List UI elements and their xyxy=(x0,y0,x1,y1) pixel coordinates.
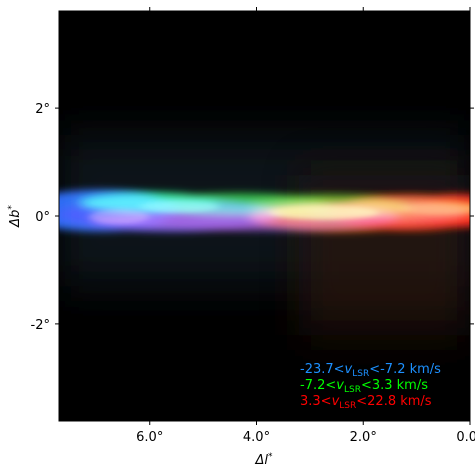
y-axis-ticks: 2° 0° -2° xyxy=(31,102,474,333)
y-tick-label: 0° xyxy=(35,210,50,225)
y-tick-label: -2° xyxy=(31,318,50,333)
emission-core xyxy=(89,200,470,225)
x-tick-label: 2.0° xyxy=(350,430,377,445)
legend-entry: 3.3<vLSR<22.8 km/s xyxy=(300,394,432,411)
y-tick-label: 2° xyxy=(35,102,50,117)
x-tick-label: 4.0° xyxy=(243,430,270,445)
legend: -23.7<vLSR<-7.2 km/s-7.2<vLSR<3.3 km/s3.… xyxy=(300,362,441,411)
x-tick-label: 6.0° xyxy=(136,430,163,445)
legend-entry: -23.7<vLSR<-7.2 km/s xyxy=(300,362,441,379)
x-axis-ticks: 6.0° 4.0° 2.0° 0.0° xyxy=(136,7,475,445)
emission-layers xyxy=(59,135,470,336)
x-axis-label: Δl* xyxy=(254,452,273,468)
legend-entry: -7.2<vLSR<3.3 km/s xyxy=(300,378,428,395)
y-axis-label: Δb* xyxy=(7,205,23,228)
x-tick-label: 0.0° xyxy=(456,430,475,445)
